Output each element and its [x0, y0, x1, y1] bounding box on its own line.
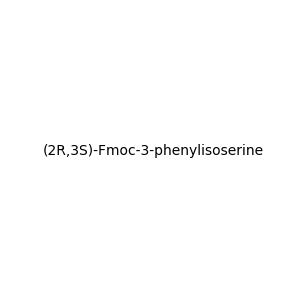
- Text: (2R,3S)-Fmoc-3-phenylisoserine: (2R,3S)-Fmoc-3-phenylisoserine: [43, 145, 264, 158]
